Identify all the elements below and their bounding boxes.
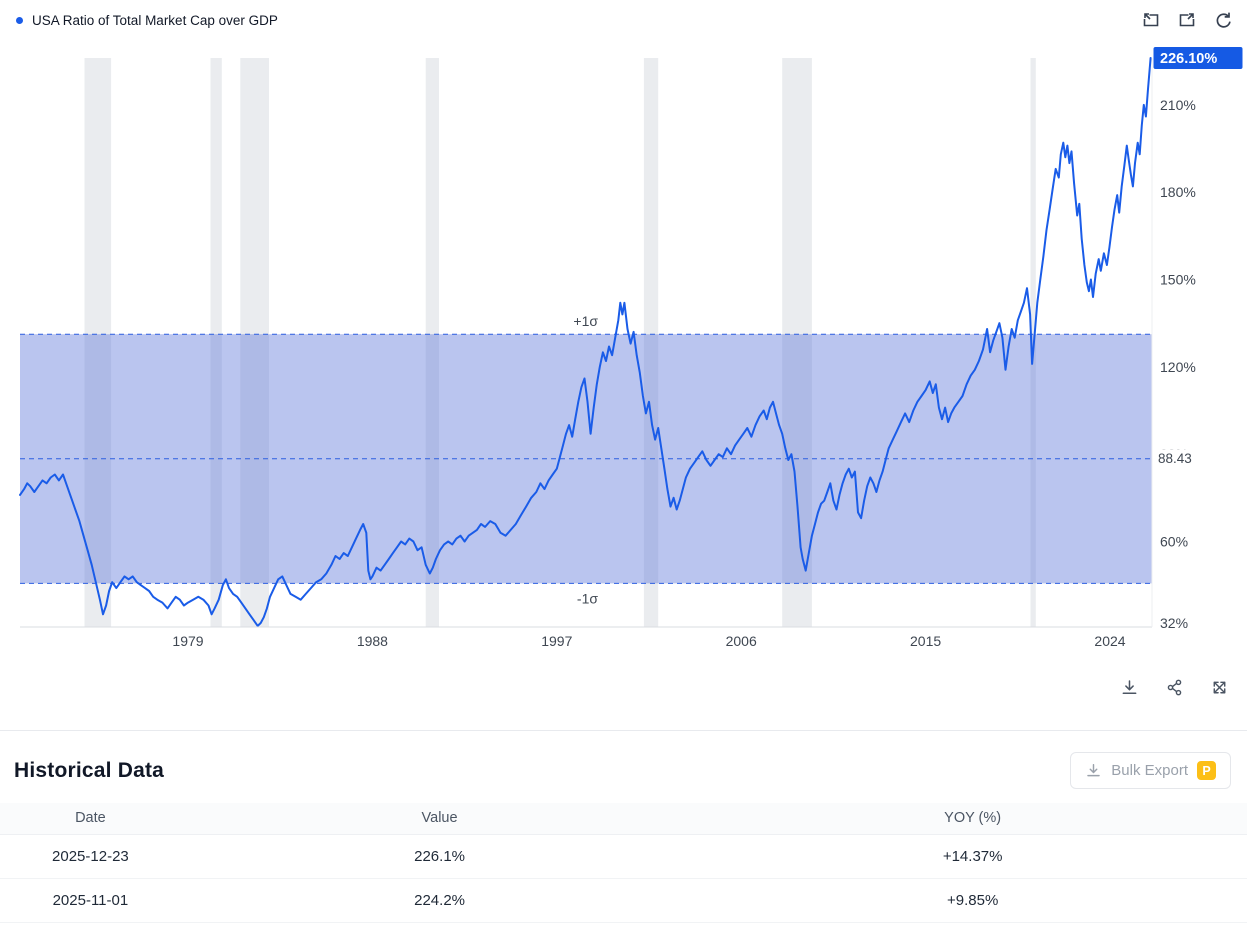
- sigma-upper-label: +1σ: [573, 313, 598, 329]
- cell-yoy: +14.37%: [698, 834, 1247, 879]
- y-tick-label: 32%: [1160, 615, 1188, 631]
- historical-table: Date Value YOY (%) 2025-12-23 226.1% +14.37%…: [0, 803, 1247, 923]
- chart-header: USA Ratio of Total Market Cap over GDP: [16, 8, 1235, 32]
- share-button[interactable]: [1163, 676, 1186, 699]
- x-tick-label: 2024: [1094, 633, 1125, 649]
- current-value-label: 226.10%: [1160, 51, 1217, 67]
- current-value-badge: [1153, 47, 1243, 69]
- share-icon: [1167, 679, 1182, 696]
- bulk-export-button[interactable]: Bulk Export P: [1070, 752, 1231, 789]
- sigma-band: [20, 334, 1152, 584]
- pro-badge: P: [1197, 761, 1216, 780]
- column-header-date: Date: [0, 803, 181, 835]
- recession-band: [240, 58, 269, 627]
- mean-label: 88.43: [1158, 451, 1192, 466]
- cell-value: 224.2%: [180, 878, 699, 923]
- x-tick-label: 2006: [726, 633, 757, 649]
- chart-plot[interactable]: +1σ -1σ 1979 1988 1997 2006 2015 2024 210% 180% 15…: [0, 0, 1247, 660]
- refresh-icon: [1216, 12, 1231, 28]
- section-title: Historical Data: [14, 758, 165, 782]
- y-tick-label: 210%: [1160, 97, 1196, 113]
- y-tick-label: 150%: [1160, 272, 1196, 288]
- cell-date: 2025-11-01: [0, 878, 181, 923]
- zoom-reset-icon: [1179, 13, 1195, 27]
- zoom-previous-button[interactable]: [1139, 8, 1163, 32]
- series-legend[interactable]: USA Ratio of Total Market Cap over GDP: [16, 13, 278, 28]
- chart-toolbar: [1139, 8, 1235, 32]
- historical-data-section: Historical Data Bulk Export P Date Value Y…: [0, 732, 1247, 923]
- mean-label-bg: [1154, 449, 1202, 468]
- zoom-reset-button[interactable]: [1175, 8, 1199, 32]
- x-tick-label: 1997: [541, 633, 572, 649]
- x-tick-label: 2015: [910, 633, 941, 649]
- recession-band: [425, 58, 439, 627]
- cell-date: 2025-12-23: [0, 834, 181, 879]
- y-tick-label: 60%: [1160, 534, 1188, 550]
- cell-value: 226.1%: [180, 834, 699, 879]
- recession-band: [782, 58, 812, 627]
- recession-band: [643, 58, 659, 627]
- legend-dot-icon: [16, 16, 23, 24]
- refresh-button[interactable]: [1211, 8, 1235, 32]
- column-header-value: Value: [180, 803, 699, 835]
- fullscreen-button[interactable]: [1208, 676, 1231, 699]
- series-line: [19, 57, 1152, 627]
- table-row[interactable]: 2025-11-01 224.2% +9.85%: [0, 878, 1247, 923]
- bulk-export-label: Bulk Export: [1111, 762, 1188, 779]
- cell-yoy: +9.85%: [698, 878, 1247, 923]
- recession-band: [210, 58, 222, 627]
- download-button[interactable]: [1118, 676, 1141, 699]
- download-icon: [1087, 763, 1101, 777]
- download-icon: [1122, 680, 1137, 694]
- fullscreen-icon: [1213, 681, 1226, 694]
- y-tick-label: 180%: [1160, 184, 1196, 200]
- column-header-yoy: YOY (%): [698, 803, 1247, 835]
- chart-actions: [1118, 676, 1231, 699]
- y-tick-label: 120%: [1160, 359, 1196, 375]
- zoom-previous-icon: [1143, 13, 1159, 27]
- x-tick-label: 1979: [172, 633, 203, 649]
- sigma-lower-label: -1σ: [577, 590, 598, 606]
- historical-header: Historical Data Bulk Export P: [0, 732, 1247, 803]
- recession-band: [84, 58, 112, 627]
- chart-section: +1σ -1σ 1979 1988 1997 2006 2015 2024 210% 180% 15…: [0, 0, 1247, 731]
- x-tick-label: 1988: [357, 633, 388, 649]
- table-row[interactable]: 2025-12-23 226.1% +14.37%: [0, 834, 1247, 879]
- legend-label: USA Ratio of Total Market Cap over GDP: [32, 12, 278, 28]
- table-header-row: Date Value YOY (%): [0, 803, 1247, 835]
